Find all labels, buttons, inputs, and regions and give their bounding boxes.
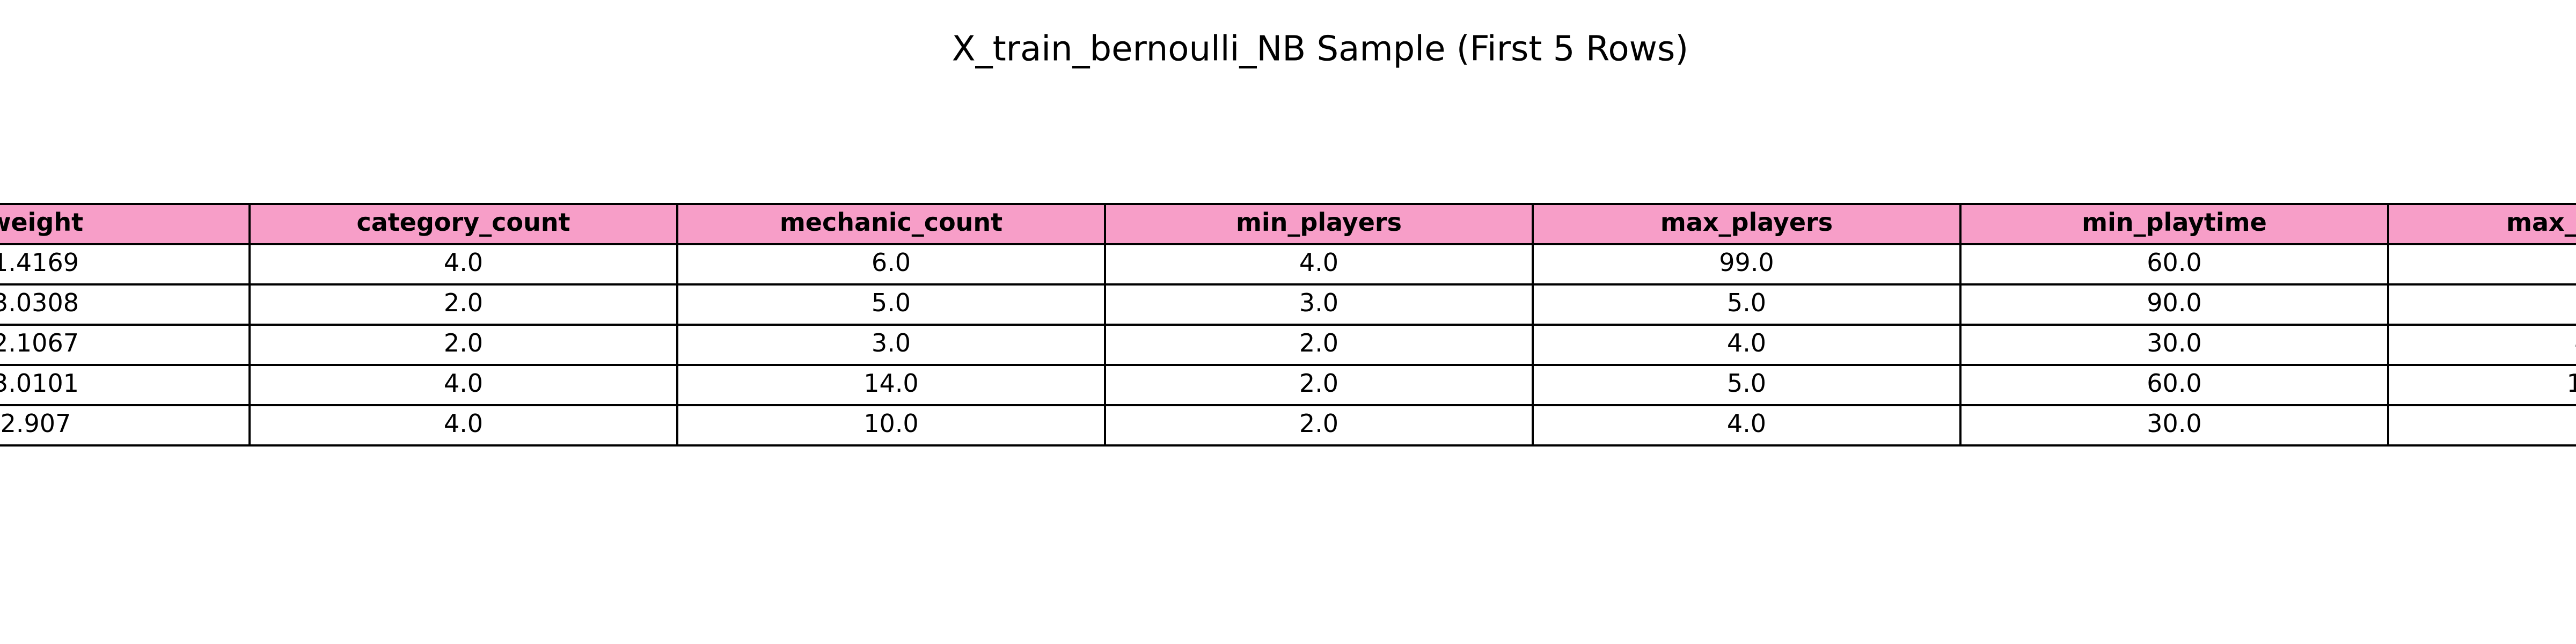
cell — [248, 364, 678, 406]
header-cell — [2387, 203, 2576, 245]
cell-text: 5.0 — [1727, 288, 1766, 317]
cell-text: 60.0 — [2147, 248, 2201, 277]
cell-text: 4.0 — [1727, 328, 1766, 357]
cell — [1532, 404, 1962, 447]
cell-text: 60.0 — [2147, 369, 2201, 398]
cell-text: 2.0 — [444, 328, 483, 357]
cell-text: 3.0101 — [0, 369, 79, 398]
cell-text: 3.0308 — [0, 288, 79, 317]
cell — [0, 364, 251, 406]
cell-text: 60.0 — [2574, 409, 2576, 438]
cell-text: 1.4169 — [0, 248, 79, 277]
cell — [2387, 243, 2576, 286]
cell-text: 4.0 — [444, 409, 483, 438]
cell-text: 2.0 — [1299, 328, 1338, 357]
cell — [0, 324, 251, 366]
cell-text: 30.0 — [2147, 409, 2201, 438]
header-cell — [676, 203, 1106, 245]
cell — [2387, 324, 2576, 366]
cell — [1532, 243, 1962, 286]
cell-text: 2.907 — [1, 409, 71, 438]
cell-text: 5.0 — [1727, 369, 1766, 398]
cell-text: 3.0 — [1299, 288, 1338, 317]
cell-text: 2.0 — [444, 288, 483, 317]
header-text: max_playtime — [2506, 208, 2576, 237]
cell — [676, 283, 1106, 326]
cell-text: 4.0 — [1299, 248, 1338, 277]
cell-text: 4.0 — [444, 248, 483, 277]
cell — [2387, 404, 2576, 447]
cell — [2387, 283, 2576, 326]
cell-text: 120.0 — [2567, 369, 2576, 398]
cell — [0, 243, 251, 286]
cell-text: 90.0 — [2574, 288, 2576, 317]
cell-text: 14.0 — [863, 369, 918, 398]
header-text: max_players — [1660, 208, 1833, 237]
cell — [676, 404, 1106, 447]
cell — [676, 324, 1106, 366]
header-cell — [1959, 203, 2389, 245]
header-text: weight — [0, 208, 83, 237]
header-text: min_players — [1236, 208, 1402, 237]
header-cell — [1104, 203, 1534, 245]
cell-text: 3.0 — [872, 328, 911, 357]
cell — [1959, 364, 2389, 406]
cell-text: 90.0 — [2147, 288, 2201, 317]
cell — [1104, 243, 1534, 286]
cell — [1532, 364, 1962, 406]
title: X_train_bernoulli_NB Sample (First 5 Row… — [952, 30, 1689, 69]
cell — [1104, 404, 1534, 447]
cell-text: 4.0 — [444, 369, 483, 398]
header-text: category_count — [356, 208, 570, 237]
cell-text: 6.0 — [872, 248, 911, 277]
cell — [248, 283, 678, 326]
table: weight category_count mechanic_count min_pl… — [0, 203, 2576, 447]
cell-text: 60.0 — [2574, 248, 2576, 277]
cell-text: 2.1067 — [0, 328, 79, 357]
cell-text: 99.0 — [1719, 248, 1774, 277]
cell — [0, 404, 251, 447]
header-text: mechanic_count — [780, 208, 1002, 237]
cell-text: 30.0 — [2147, 328, 2201, 357]
cell-text: 4.0 — [1727, 409, 1766, 438]
cell — [248, 243, 678, 286]
cell-text: 2.0 — [1299, 369, 1338, 398]
cell-text: 5.0 — [872, 288, 911, 317]
cell — [1104, 324, 1534, 366]
cell — [1104, 283, 1534, 326]
cell-text: 10.0 — [863, 409, 918, 438]
cell-text: 2.0 — [1299, 409, 1338, 438]
cell — [2387, 364, 2576, 406]
header-text: min_playtime — [2082, 208, 2267, 237]
header-cell — [0, 203, 251, 245]
cell — [1959, 404, 2389, 447]
cell-text: 45.0 — [2574, 328, 2576, 357]
